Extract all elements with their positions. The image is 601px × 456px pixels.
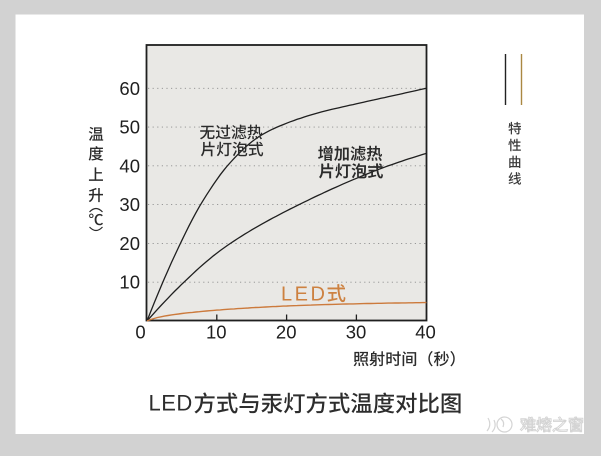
svg-text:40: 40: [415, 322, 436, 343]
svg-text:LED: LED: [149, 391, 193, 416]
svg-text:20: 20: [119, 233, 140, 254]
svg-text:60: 60: [119, 78, 140, 99]
svg-text:10: 10: [206, 322, 227, 343]
svg-text:0: 0: [135, 322, 145, 343]
svg-text:50: 50: [119, 117, 140, 138]
svg-text:30: 30: [119, 194, 140, 215]
svg-text:30: 30: [346, 322, 367, 343]
svg-text:40: 40: [119, 155, 140, 176]
svg-text:20: 20: [276, 322, 297, 343]
svg-text:LED: LED: [281, 284, 327, 306]
svg-text:10: 10: [119, 272, 140, 293]
